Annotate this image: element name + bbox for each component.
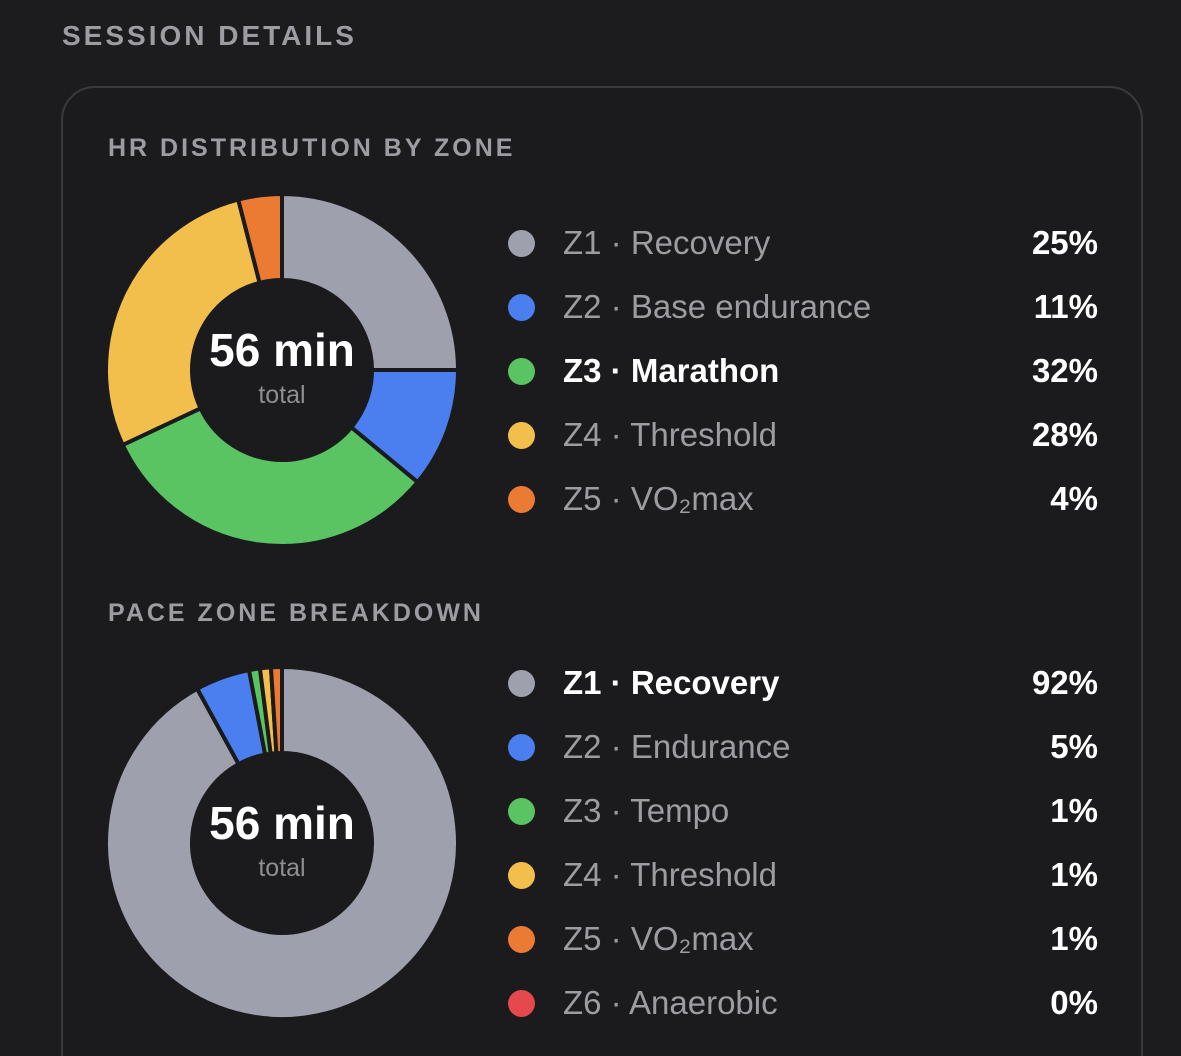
pace-legend-item-z4: Z4 · Threshold 1% [508,843,1098,907]
legend-percentage: 92% [1031,664,1098,701]
legend-swatch-icon [508,357,535,385]
pace-chart-center: 56 min total [103,797,461,883]
legend-label: Z6 · Anaerobic [563,984,778,1021]
pace-zone-legend: Z1 · Recovery 92% Z2 · Endurance 5% Z3 · Tem… [508,651,1098,1035]
pace-chart-title: PACE ZONE BREAKDOWN [108,599,484,627]
hr-total-label: total [258,381,306,409]
legend-label: Z5 · VO₂max [563,480,754,517]
hr-legend-item-z2: Z2 · Base endurance 11% [508,275,1098,339]
legend-label: Z1 · Recovery [563,664,780,701]
hr-slice-z4 [104,197,262,447]
legend-label: Z2 · Endurance [563,728,791,765]
legend-percentage: 5% [1050,728,1098,765]
legend-percentage: 4% [1050,480,1098,517]
legend-percentage: 32% [1031,352,1098,389]
pace-total-label: total [258,854,306,882]
pace-legend-item-z1: Z1 · Recovery 92% [508,651,1098,715]
hr-chart-center: 56 min total [103,324,461,410]
legend-percentage: 11% [1033,288,1098,325]
hr-legend-item-z4: Z4 · Threshold 28% [508,403,1098,467]
legend-swatch-icon [508,229,535,257]
pace-legend-item-z2: Z2 · Endurance 5% [508,715,1098,779]
section-title: SESSION DETAILS [62,20,357,51]
legend-swatch-icon [508,733,535,761]
pace-zone-donut-chart [104,665,460,1021]
hr-slice-z3 [120,406,420,548]
hr-total-duration: 56 min [209,324,355,376]
hr-slice-z5 [236,192,284,285]
legend-label: Z2 · Base endurance [563,288,872,325]
legend-swatch-icon [508,293,535,321]
pace-slice-z1 [104,665,460,1021]
pace-legend-item-z3: Z3 · Tempo 1% [508,779,1098,843]
legend-percentage: 1% [1050,856,1098,893]
legend-label: Z4 · Threshold [563,416,777,453]
legend-swatch-icon [508,485,535,513]
legend-swatch-icon [508,421,535,449]
hr-legend-item-z3: Z3 · Marathon 32% [508,339,1098,403]
hr-zone-legend: Z1 · Recovery 25% Z2 · Base endurance 11% Z3… [508,211,1098,531]
legend-percentage: 0% [1050,984,1098,1021]
legend-label: Z4 · Threshold [563,856,777,893]
legend-swatch-icon [508,669,535,697]
hr-chart-title: HR DISTRIBUTION BY ZONE [108,134,516,162]
hr-legend-item-z5: Z5 · VO₂max 4% [508,467,1098,531]
legend-swatch-icon [508,925,535,953]
pace-legend-item-z6: Z6 · Anaerobic 0% [508,971,1098,1035]
pace-legend-item-z5: Z5 · VO₂max 1% [508,907,1098,971]
hr-slice-z1 [280,192,460,372]
legend-label: Z5 · VO₂max [563,920,754,957]
legend-swatch-icon [508,797,535,825]
legend-percentage: 1% [1050,792,1098,829]
legend-label: Z3 · Marathon [563,352,780,389]
legend-label: Z3 · Tempo [563,792,730,829]
hr-zone-donut-chart [104,192,460,548]
legend-swatch-icon [508,861,535,889]
legend-percentage: 28% [1031,416,1098,453]
pace-slice-z5 [268,665,284,756]
legend-percentage: 1% [1050,920,1098,957]
legend-swatch-icon [508,989,535,1017]
legend-label: Z1 · Recovery [563,224,771,261]
legend-percentage: 25% [1031,224,1098,261]
pace-total-duration: 56 min [209,797,355,849]
hr-legend-item-z1: Z1 · Recovery 25% [508,211,1098,275]
